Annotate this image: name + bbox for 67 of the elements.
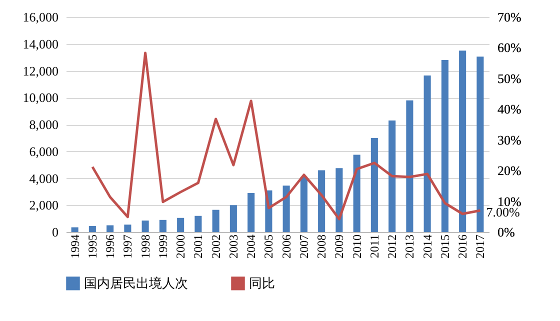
x-tick-label: 2007 [296,234,311,258]
bar [177,218,184,232]
y2-tick-label: 30% [498,132,522,148]
y-tick-label: 0 [52,224,58,240]
bar [406,100,414,232]
bar [230,205,237,232]
x-tick-label: 2003 [226,234,240,258]
bar [353,154,360,232]
y-tick-label: 12,000 [22,63,58,78]
y2-tick-label: 40% [498,102,522,117]
x-tick-label: 1994 [68,234,82,258]
bar [142,220,149,232]
bar [476,56,484,232]
y2-tick-label: 0% [498,224,515,240]
x-tick-label: 1996 [103,234,118,258]
legend-label: 国内居民出境人次 [84,275,188,290]
bar [106,225,114,232]
x-tick-label: 1998 [138,234,152,258]
y2-tick-label: 60% [498,40,522,56]
y2-tick-label: 10% [498,194,522,209]
y-tick-label: 6,000 [29,144,58,159]
x-tick-label: 2008 [314,234,329,258]
bar [336,168,343,232]
bar [212,210,220,232]
x-tick-label: 2016 [456,234,470,258]
x-tick-label: 2011 [367,234,382,258]
x-tick-label: 2009 [332,234,346,258]
bar [459,50,466,232]
bar [282,186,290,232]
bar [388,120,396,232]
x-tick-label: 2013 [402,234,417,258]
bar [300,176,308,232]
y-tick-label: 2,000 [29,198,58,213]
bar [441,60,448,232]
y2-tick-label: 20% [498,163,522,178]
x-tick-label: 2000 [174,234,188,258]
x-tick-label: 1995 [85,234,100,258]
bar [248,193,255,232]
line-series [91,52,482,220]
x-tick-label: 2010 [350,234,364,258]
bar [194,216,202,232]
x-tick-label: 2001 [191,234,206,258]
bar [88,226,96,232]
bar [370,138,378,232]
x-tick-label: 2014 [420,234,434,258]
x-tick-label: 2005 [262,234,276,258]
x-tick-label: 2012 [385,234,400,258]
x-tick-label: 1999 [156,234,170,258]
x-tick-label: 2015 [438,234,452,258]
y2-tick-label: 70% [498,10,522,24]
y-tick-label: 4,000 [29,170,58,186]
y-tick-label: 14,000 [22,36,58,52]
bar [71,227,78,232]
y-tick-label: 10,000 [22,90,58,106]
y-tick-label: 16,000 [22,10,58,24]
y-tick-label: 8,000 [29,117,58,132]
bar [318,170,326,232]
bar [424,75,431,232]
x-tick-label: 2017 [473,234,488,258]
y2-tick-label: 50% [498,70,522,86]
x-tick-label: 2004 [244,234,258,258]
bar [124,224,132,232]
x-tick-label: 2002 [208,234,223,258]
bar [159,220,166,232]
x-tick-label: 2006 [279,234,294,258]
x-tick-label: 1997 [120,234,135,258]
legend-label: 同比 [249,275,275,290]
